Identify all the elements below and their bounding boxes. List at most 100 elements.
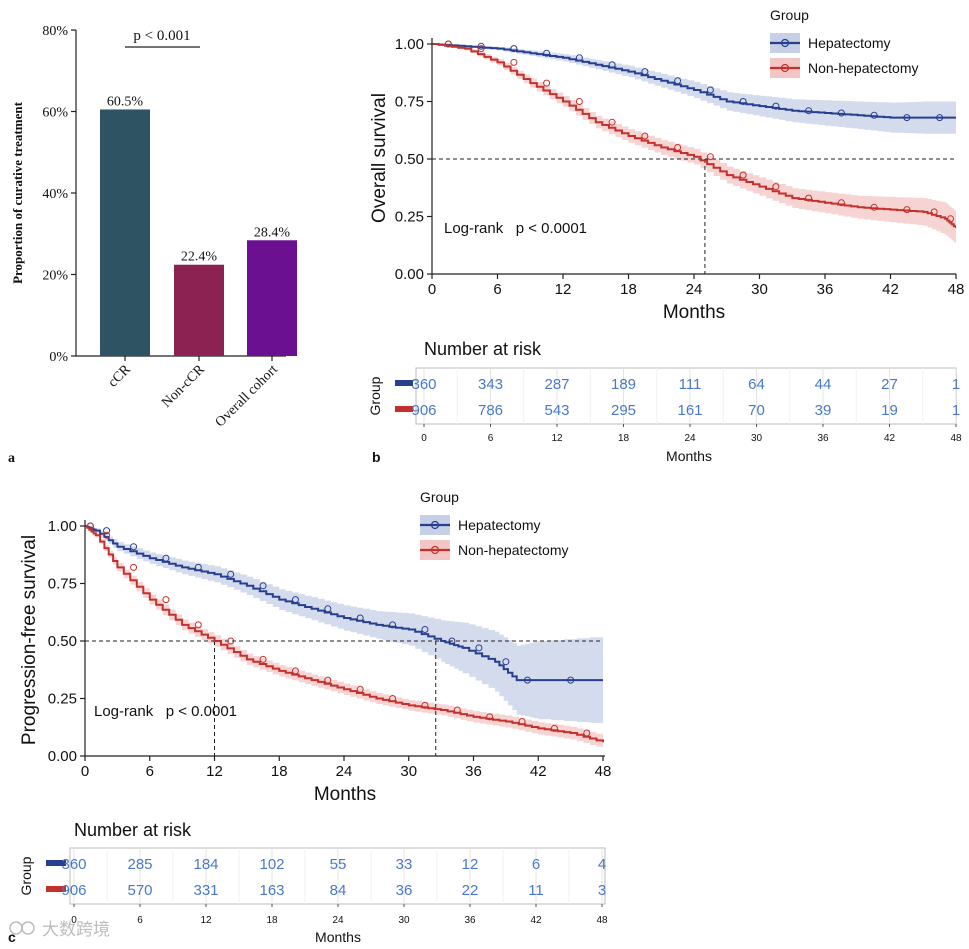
risk-row-color-key	[46, 886, 66, 892]
y-tick-label: 0.75	[48, 576, 77, 593]
risk-row-color-key	[395, 380, 413, 386]
censor-mark	[103, 527, 111, 535]
panel-b-x-label: Months	[663, 302, 725, 323]
censor-mark	[259, 655, 267, 663]
censor-mark	[324, 605, 332, 613]
y-tick-label: 0%	[49, 350, 68, 365]
risk-table-x-label: Months	[666, 448, 712, 464]
censor-mark	[510, 58, 518, 66]
censor-mark	[477, 42, 485, 50]
panel-b-y-label: Overall survival	[369, 93, 390, 223]
panel-c-y-label: Progression-free survival	[19, 535, 40, 745]
x-tick-label: 48	[948, 281, 965, 298]
y-tick-label: 40%	[42, 187, 68, 202]
risk-count: 161	[677, 402, 702, 419]
x-tick-label: 12	[206, 763, 223, 780]
risk-count: 1	[952, 402, 960, 419]
watermark: 大数跨境	[9, 920, 110, 939]
censor-mark	[805, 194, 813, 202]
censor-mark	[523, 676, 531, 684]
x-category-label: Overall cohort	[213, 362, 281, 430]
panel-label-b: b	[372, 449, 381, 465]
legend-title: Group	[420, 489, 459, 505]
risk-count: 786	[478, 402, 503, 419]
risk-table-row-label: Group	[367, 376, 383, 415]
censor-mark	[608, 118, 616, 126]
censor-mark	[837, 199, 845, 207]
ci-band-non-hepatectomy	[432, 44, 956, 245]
censor-mark	[356, 614, 364, 622]
risk-x-tick-label: 42	[530, 915, 542, 926]
y-tick-label: 0.25	[48, 691, 77, 708]
y-tick-label: 60%	[42, 106, 68, 121]
x-tick-label: 42	[882, 281, 899, 298]
panel-b-km-plot: 0 6 12 18 24 30 36 42 48 0.00 0.25 0.50 0.75 1.00 Ove…	[367, 7, 964, 465]
risk-count: 906	[61, 882, 86, 899]
risk-x-tick-label: 18	[618, 433, 630, 444]
risk-x-tick-label: 0	[71, 915, 77, 926]
censor-mark	[674, 77, 682, 85]
risk-count: 39	[815, 402, 832, 419]
y-tick-label: 0.50	[395, 151, 424, 168]
legend-censor-icon	[780, 63, 790, 73]
risk-count: 19	[881, 402, 898, 419]
risk-table-row-label: Group	[18, 856, 34, 895]
censor-mark	[575, 98, 583, 105]
risk-count: 343	[478, 376, 503, 393]
censor-mark	[641, 68, 649, 76]
censor-mark	[194, 563, 202, 571]
censor-mark	[227, 637, 235, 645]
x-tick-label: 18	[620, 281, 637, 298]
risk-row-color-key	[46, 860, 66, 866]
risk-count: 906	[411, 402, 436, 419]
censor-mark	[903, 206, 911, 214]
legend-label: Non-hepatectomy	[458, 542, 569, 558]
censor-mark	[837, 109, 845, 117]
censor-mark	[641, 132, 649, 140]
bar-non-ccr	[174, 264, 224, 356]
legend-censor-icon	[430, 545, 440, 555]
bar-overall-cohort	[247, 240, 297, 356]
risk-count: 84	[330, 882, 347, 899]
censor-mark	[583, 729, 591, 737]
censor-mark	[903, 114, 911, 122]
censor-mark	[421, 701, 429, 709]
risk-x-tick-label: 42	[884, 433, 896, 444]
risk-count: 70	[748, 402, 765, 419]
x-category-label: cCR	[106, 362, 135, 391]
significance-label: p < 0.001	[133, 28, 190, 44]
censor-mark	[608, 61, 616, 69]
censor-mark	[739, 98, 747, 105]
x-tick-label: 0	[428, 281, 436, 298]
censor-mark	[486, 713, 494, 721]
censor-mark	[567, 676, 575, 684]
y-tick-label: 0.75	[395, 94, 424, 111]
x-tick-label: 36	[817, 281, 834, 298]
bar-value-label: 28.4%	[254, 225, 291, 240]
censor-mark	[543, 79, 551, 87]
risk-count: 111	[679, 376, 702, 393]
y-tick-label: 20%	[42, 269, 68, 284]
risk-row-color-key	[395, 406, 413, 412]
x-tick-label: 36	[465, 763, 482, 780]
risk-count: 36	[396, 882, 413, 899]
survival-curve-non-hepatectomy	[85, 525, 604, 743]
y-tick-label: 1.00	[395, 36, 424, 53]
legend-label: Hepatectomy	[808, 35, 890, 51]
risk-table-title: Number at risk	[74, 820, 192, 840]
censor-mark	[936, 114, 944, 122]
panel-b-logrank: Log-rank p < 0.0001	[444, 220, 587, 237]
watermark-logo-icon	[21, 921, 35, 935]
x-tick-label: 24	[336, 763, 353, 780]
x-tick-label: 48	[595, 763, 612, 780]
risk-count: 1	[952, 376, 960, 393]
x-tick-label: 12	[555, 281, 572, 298]
x-tick-label: 30	[751, 281, 768, 298]
x-tick-label: 6	[146, 763, 154, 780]
panel-label-c: c	[8, 929, 16, 945]
censor-mark	[518, 718, 526, 725]
censor-mark	[162, 596, 170, 604]
censor-mark	[162, 554, 170, 562]
censor-mark	[772, 102, 780, 110]
